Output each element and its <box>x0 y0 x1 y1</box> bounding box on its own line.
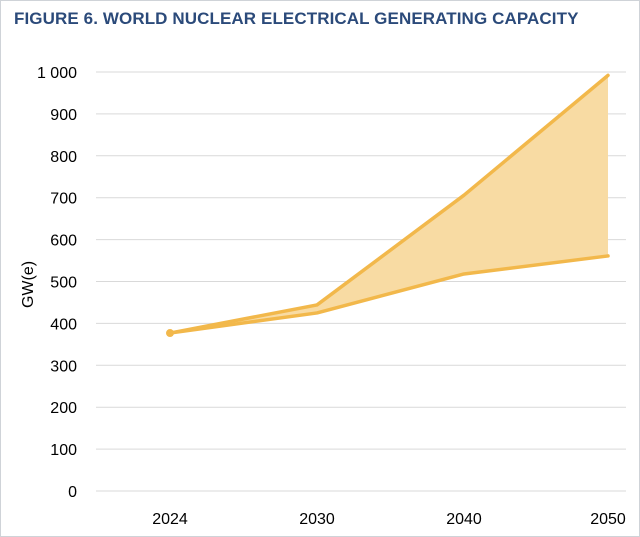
y-tick-label: 100 <box>50 442 77 459</box>
y-tick-label: 900 <box>50 107 77 124</box>
y-tick-label: 800 <box>50 149 77 166</box>
x-tick-label: 2050 <box>590 511 626 528</box>
y-tick-label: 500 <box>50 275 77 292</box>
y-tick-label: 300 <box>50 358 77 375</box>
x-tick-label: 2024 <box>152 511 188 528</box>
series-line-low <box>168 254 610 335</box>
y-tick-label: 0 <box>68 484 77 501</box>
y-tick-label: 200 <box>50 400 77 417</box>
gridlines <box>96 71 626 492</box>
start-marker <box>166 329 174 338</box>
y-axis-label: GW(e) <box>20 261 37 308</box>
y-tick-labels: 0 100 200 300 400 500 600 700 800 900 1 000 <box>37 65 77 501</box>
series-lines <box>166 73 610 338</box>
series-line-high <box>168 73 610 335</box>
y-tick-label: 600 <box>50 233 77 250</box>
x-tick-labels: 2024 2030 2040 2050 <box>152 511 626 528</box>
x-tick-label: 2040 <box>446 511 482 528</box>
x-tick-label: 2030 <box>299 511 335 528</box>
chart-title: FIGURE 6. WORLD NUCLEAR ELECTRICAL GENER… <box>14 9 579 28</box>
y-tick-label: 700 <box>50 191 77 208</box>
y-tick-label: 1 000 <box>37 65 77 82</box>
y-tick-label: 400 <box>50 316 77 333</box>
